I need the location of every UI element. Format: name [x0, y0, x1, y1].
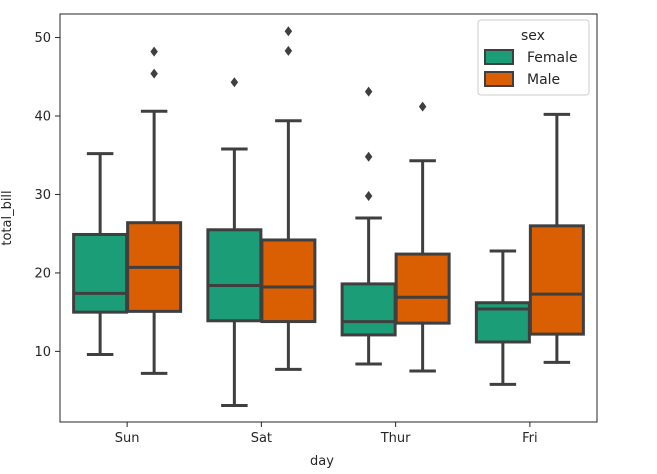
y-tick-label: 40 [34, 110, 51, 125]
box-female-sun [72, 152, 129, 357]
box-iqr [72, 232, 129, 314]
y-tick-label: 30 [34, 188, 51, 203]
outlier-point [418, 101, 427, 112]
legend-label-female: Female [527, 50, 578, 66]
outlier-point [284, 45, 293, 56]
outlier-point [284, 26, 293, 37]
outlier-point [364, 151, 373, 162]
legend-label-male: Male [527, 72, 560, 88]
x-tick-label: Sat [251, 431, 272, 446]
box-iqr [394, 252, 451, 325]
box-iqr [340, 282, 397, 337]
box-female-thur [340, 86, 397, 366]
box-iqr [528, 224, 585, 336]
box-male-sun [126, 46, 183, 375]
box-iqr [206, 228, 263, 323]
legend-swatch-female [484, 49, 514, 65]
box-male-fri [528, 112, 585, 364]
legend: sex Female Male [477, 19, 590, 96]
outlier-point [364, 86, 373, 97]
y-tick-label: 50 [34, 31, 51, 46]
box-iqr [260, 238, 317, 324]
outlier-point [364, 191, 373, 202]
box-female-fri [474, 249, 531, 386]
plot-frame [59, 13, 598, 423]
x-axis-label: day [310, 454, 334, 469]
box-male-thur [394, 101, 451, 373]
y-tick-label: 10 [34, 345, 51, 360]
x-tick-label: Sun [115, 431, 140, 446]
legend-swatch-male [484, 71, 514, 87]
outlier-point [230, 77, 239, 88]
outlier-point [150, 46, 158, 57]
outlier-point [150, 68, 158, 79]
legend-title: sex [521, 28, 545, 44]
x-tick-label: Fri [522, 431, 538, 446]
y-tick-label: 20 [34, 266, 51, 281]
box-female-sat [206, 77, 263, 408]
x-tick-label: Thur [380, 431, 411, 446]
box-male-sat [260, 26, 317, 371]
y-axis-label: total_bill [0, 190, 15, 245]
